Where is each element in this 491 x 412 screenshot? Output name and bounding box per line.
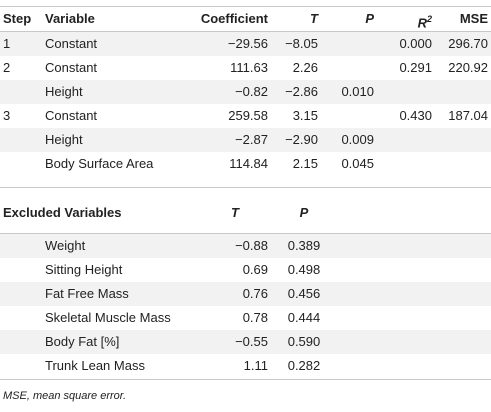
excluded-variable-cell: Weight bbox=[45, 238, 86, 253]
excluded-t-cell: 1.11 bbox=[243, 358, 268, 373]
bottom-rule bbox=[0, 379, 491, 380]
excluded-p-header: P bbox=[299, 205, 309, 220]
variable-cell: Constant bbox=[45, 108, 98, 123]
t-cell: 2.15 bbox=[292, 156, 318, 171]
row-shade bbox=[0, 330, 491, 354]
r2-cell bbox=[386, 152, 432, 176]
excluded-variable-cell: Fat Free Mass bbox=[45, 286, 129, 301]
row-shade bbox=[0, 32, 491, 56]
coefficient-cell: −29.56 bbox=[227, 36, 268, 51]
excluded-t-cell: 0.76 bbox=[242, 286, 268, 301]
step-cell: 1 bbox=[3, 36, 11, 51]
excluded-p-cell: 0.590 bbox=[287, 334, 321, 349]
excluded-t-cell: −0.55 bbox=[235, 334, 268, 349]
p-cell: 0.010 bbox=[341, 84, 374, 99]
col-r2-header: R2 bbox=[417, 14, 432, 31]
col-p-header: P bbox=[365, 11, 374, 26]
excluded-p-cell: 0.456 bbox=[287, 286, 321, 301]
r2-cell: 0.000 bbox=[399, 36, 432, 51]
variable-cell: Constant bbox=[45, 60, 98, 75]
excluded-p-cell: 0.282 bbox=[287, 358, 321, 373]
excluded-variables-header: Excluded Variables bbox=[3, 205, 122, 220]
excluded-t-cell: 0.69 bbox=[242, 262, 268, 277]
r2-cell: 0.291 bbox=[399, 60, 432, 75]
p-cell bbox=[330, 56, 374, 80]
step-cell: 2 bbox=[3, 60, 11, 75]
coefficient-cell: −0.82 bbox=[235, 84, 268, 99]
t-cell: 3.15 bbox=[292, 108, 318, 123]
t-cell: 2.26 bbox=[292, 60, 318, 75]
excluded-p-cell: 0.498 bbox=[287, 262, 321, 277]
col-coefficient-header: Coefficient bbox=[200, 11, 268, 26]
col-t-header: T bbox=[310, 11, 318, 26]
mse-cell: 296.70 bbox=[448, 36, 488, 51]
excluded-header-rule bbox=[0, 233, 491, 234]
mse-cell bbox=[440, 80, 488, 104]
variable-cell: Constant bbox=[45, 36, 98, 51]
col-mse-header: MSE bbox=[459, 11, 488, 26]
r2-cell: 0.430 bbox=[399, 108, 432, 123]
excluded-t-header: T bbox=[231, 205, 239, 220]
row-shade bbox=[0, 80, 491, 104]
row-shade bbox=[0, 234, 491, 258]
top-rule bbox=[0, 6, 491, 7]
mse-cell: 220.92 bbox=[448, 60, 488, 75]
p-cell: 0.009 bbox=[341, 132, 374, 147]
excluded-variable-cell: Sitting Height bbox=[45, 262, 123, 277]
excluded-t-cell: −0.88 bbox=[235, 238, 268, 253]
row-shade bbox=[0, 128, 491, 152]
coefficient-cell: 259.58 bbox=[228, 108, 268, 123]
excluded-p-cell: 0.444 bbox=[287, 310, 321, 325]
excluded-p-cell: 0.389 bbox=[287, 238, 321, 253]
row-shade bbox=[0, 282, 491, 306]
mse-cell: 187.04 bbox=[448, 108, 488, 123]
variable-cell: Height bbox=[45, 84, 83, 99]
t-cell: −8.05 bbox=[285, 36, 318, 51]
p-cell bbox=[330, 104, 374, 128]
t-cell: −2.86 bbox=[285, 84, 318, 99]
r2-cell bbox=[386, 80, 432, 104]
table-footnote: MSE, mean square error. bbox=[3, 390, 127, 402]
t-cell: −2.90 bbox=[285, 132, 318, 147]
header-rule bbox=[0, 31, 491, 32]
excluded-variable-cell: Body Fat [%] bbox=[45, 334, 120, 349]
excluded-variable-cell: Skeletal Muscle Mass bbox=[45, 310, 171, 325]
mse-cell bbox=[440, 152, 488, 176]
variable-cell: Body Surface Area bbox=[45, 156, 154, 171]
p-cell bbox=[330, 32, 374, 56]
coefficient-cell: 114.84 bbox=[229, 156, 268, 171]
variable-cell: Height bbox=[45, 132, 83, 147]
col-variable-header: Variable bbox=[45, 11, 95, 26]
mse-cell bbox=[440, 128, 488, 152]
coefficient-cell: −2.87 bbox=[235, 132, 268, 147]
r2-cell bbox=[386, 128, 432, 152]
coefficient-cell: 111.63 bbox=[230, 60, 268, 75]
step-cell: 3 bbox=[3, 108, 11, 123]
p-cell: 0.045 bbox=[341, 156, 374, 171]
excluded-t-cell: 0.78 bbox=[242, 310, 268, 325]
section-rule bbox=[0, 187, 491, 188]
excluded-variable-cell: Trunk Lean Mass bbox=[45, 358, 145, 373]
col-step-header: Step bbox=[3, 11, 32, 26]
